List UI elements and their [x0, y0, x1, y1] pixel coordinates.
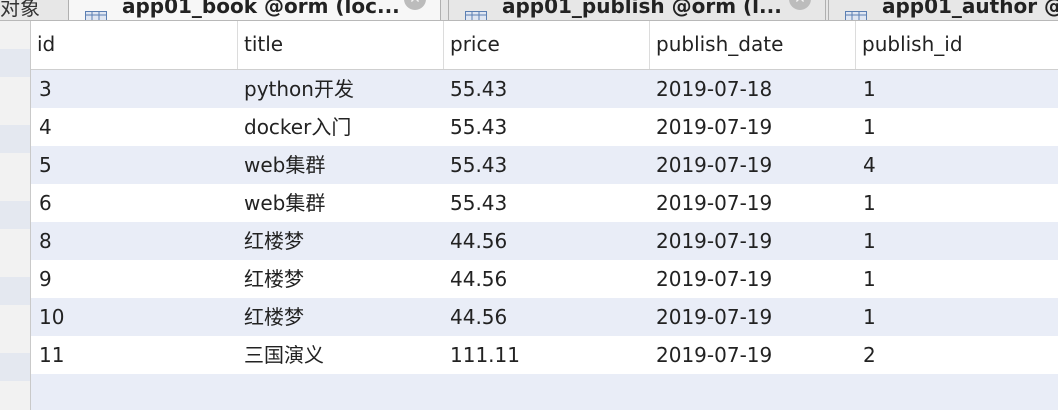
cell-publish-date[interactable]: 2019-07-19 — [656, 115, 773, 139]
table-row[interactable]: 6 web集群 55.43 2019-07-19 1 — [31, 184, 1058, 222]
cell-id[interactable]: 8 — [39, 229, 52, 253]
column-header-price[interactable]: price — [443, 21, 649, 69]
column-header-publish-id[interactable]: publish_id — [855, 21, 1058, 69]
cell-id[interactable]: 3 — [39, 77, 52, 101]
table-row[interactable]: 5 web集群 55.43 2019-07-19 4 — [31, 146, 1058, 184]
column-header-id[interactable]: id — [37, 32, 56, 56]
table-row[interactable]: 11 三国演义 111.11 2019-07-19 2 — [31, 336, 1058, 374]
grid-header: id title price publish_date publish_id — [31, 21, 1058, 70]
objects-tab-label[interactable]: 对象 — [0, 0, 40, 20]
sidebar-row[interactable] — [0, 201, 30, 229]
table-icon — [85, 4, 107, 20]
cell-publish-date[interactable]: 2019-07-18 — [656, 77, 773, 101]
cell-price[interactable]: 44.56 — [450, 229, 508, 253]
cell-id[interactable]: 4 — [39, 115, 52, 139]
cell-publish-id[interactable]: 1 — [863, 115, 876, 139]
cell-title[interactable]: 红楼梦 — [244, 267, 304, 291]
cell-title[interactable]: 红楼梦 — [244, 229, 304, 253]
table-row[interactable]: 10 红楼梦 44.56 2019-07-19 1 — [31, 298, 1058, 336]
data-grid: id title price publish_date publish_id 3… — [31, 21, 1058, 410]
cell-price[interactable]: 44.56 — [450, 267, 508, 291]
cell-price[interactable]: 111.11 — [450, 343, 520, 367]
cell-publish-id[interactable]: 2 — [863, 343, 876, 367]
cell-id[interactable]: 10 — [39, 305, 65, 329]
cell-id[interactable]: 5 — [39, 153, 52, 177]
empty-row[interactable] — [31, 374, 1058, 410]
tab-bar: 对象 app01_book @orm (loc... ✕ app01_publi… — [0, 0, 1058, 21]
cell-publish-date[interactable]: 2019-07-19 — [656, 267, 773, 291]
tab-label: app01_publish @orm (l... — [501, 0, 782, 18]
close-icon[interactable]: ✕ — [404, 0, 426, 10]
cell-price[interactable]: 55.43 — [450, 153, 508, 177]
tab-app01-book[interactable]: app01_book @orm (loc... ✕ — [68, 0, 441, 20]
cell-price[interactable]: 55.43 — [450, 77, 508, 101]
cell-price[interactable]: 55.43 — [450, 115, 508, 139]
cell-title[interactable]: 三国演义 — [244, 343, 324, 367]
cell-publish-date[interactable]: 2019-07-19 — [656, 191, 773, 215]
tab-label: app01_author @ — [881, 0, 1058, 18]
sidebar-row[interactable] — [0, 125, 30, 153]
column-header-publish-date[interactable]: publish_date — [649, 21, 855, 69]
cell-id[interactable]: 6 — [39, 191, 52, 215]
table-row[interactable]: 4 docker入门 55.43 2019-07-19 1 — [31, 108, 1058, 146]
cell-publish-date[interactable]: 2019-07-19 — [656, 305, 773, 329]
cell-publish-id[interactable]: 4 — [863, 153, 876, 177]
cell-publish-date[interactable]: 2019-07-19 — [656, 343, 773, 367]
object-sidebar — [0, 21, 31, 410]
cell-publish-id[interactable]: 1 — [863, 305, 876, 329]
cell-title[interactable]: docker入门 — [244, 115, 352, 139]
cell-publish-id[interactable]: 1 — [863, 191, 876, 215]
cell-publish-id[interactable]: 1 — [863, 77, 876, 101]
sidebar-row[interactable] — [0, 49, 30, 77]
cell-publish-id[interactable]: 1 — [863, 267, 876, 291]
table-row[interactable]: 9 红楼梦 44.56 2019-07-19 1 — [31, 260, 1058, 298]
tab-app01-author[interactable]: app01_author @ — [828, 0, 1058, 20]
tab-app01-publish[interactable]: app01_publish @orm (l... ✕ — [448, 0, 826, 20]
column-header-title[interactable]: title — [237, 21, 443, 69]
table-row[interactable]: 8 红楼梦 44.56 2019-07-19 1 — [31, 222, 1058, 260]
cell-price[interactable]: 55.43 — [450, 191, 508, 215]
cell-title[interactable]: python开发 — [244, 77, 354, 101]
cell-id[interactable]: 11 — [39, 343, 65, 367]
cell-publish-date[interactable]: 2019-07-19 — [656, 153, 773, 177]
table-row[interactable]: 3 python开发 55.43 2019-07-18 1 — [31, 70, 1058, 108]
cell-title[interactable]: web集群 — [244, 153, 326, 177]
cell-id[interactable]: 9 — [39, 267, 52, 291]
table-icon — [465, 4, 487, 20]
close-icon[interactable]: ✕ — [789, 0, 811, 10]
tab-label: app01_book @orm (loc... — [121, 0, 400, 18]
cell-title[interactable]: web集群 — [244, 191, 326, 215]
sidebar-row[interactable] — [0, 277, 30, 305]
cell-price[interactable]: 44.56 — [450, 305, 508, 329]
table-icon — [845, 4, 867, 20]
cell-publish-id[interactable]: 1 — [863, 229, 876, 253]
sidebar-row[interactable] — [0, 353, 30, 381]
cell-title[interactable]: 红楼梦 — [244, 305, 304, 329]
cell-publish-date[interactable]: 2019-07-19 — [656, 229, 773, 253]
